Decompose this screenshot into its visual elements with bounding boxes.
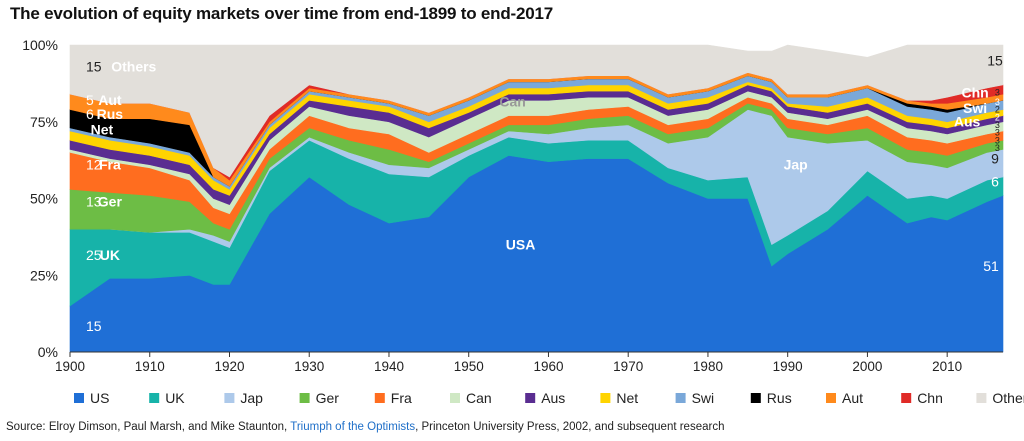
legend-label-aus: Aus [541,390,565,406]
end-value-label: 2 [995,105,1000,115]
legend-swatch-net [600,393,611,403]
series-name-label: UK [100,247,120,263]
legend-label-us: US [90,390,109,406]
start-value-label: 25 [86,247,102,263]
series-name-label: Net [91,121,114,137]
source-text: Source: Elroy Dimson, Paul Marsh, and Mi… [6,421,291,433]
legend-label-rus: Rus [767,390,792,406]
legend-swatch-swi [675,393,686,403]
x-tick-label: 1920 [214,359,244,374]
legend-swatch-chn [901,393,912,403]
series-name-label: USA [506,236,536,252]
area-others [69,44,1004,178]
end-value-label: 3 [995,135,1000,145]
x-tick-label: 1990 [773,359,803,374]
legend-swatch-ger [299,393,310,403]
legend: US UK Jap Ger Fra Can Aus Net Swi Rus Aut Chn Others [74,390,1024,406]
x-tick-label: 1940 [374,359,404,374]
legend-label-uk: UK [165,390,185,406]
end-value-label: 3 [995,88,1000,98]
legend-swatch-others [976,393,987,403]
series-name-label: Ger [98,193,123,209]
series-name-label: Rus [97,106,124,122]
end-value-label: 3 [995,97,1000,107]
legend-label-can: Can [466,390,492,406]
legend-swatch-can [450,393,460,403]
legend-swatch-fra [374,393,385,403]
legend-swatch-us [74,393,84,403]
x-tick-label: 2010 [932,359,962,374]
legend-label-others: Others [992,390,1024,406]
x-tick-label: 1900 [55,359,85,374]
series-name-label: Can [499,94,525,110]
chart-title: The evolution of equity markets over tim… [10,4,554,23]
x-tick-label: 2000 [852,359,882,374]
legend-label-ger: Ger [316,390,340,406]
end-value-label: 6 [991,174,999,190]
start-value-label: 12 [86,157,102,173]
series-name-label: Swi [963,100,987,116]
end-value-label: 2 [995,112,1000,122]
end-value-label: 3 [995,128,1000,138]
source-book-link[interactable]: Triumph of the Optimists [290,421,416,433]
end-value-label: 3 [995,143,1000,153]
start-value-label: 5 [86,92,94,108]
start-value-label: 6 [86,106,94,122]
axes-group: 1900 1910 1920 1930 1940 1950 1960 1970 1980 1990… [22,37,1003,374]
legend-swatch-aus [525,393,536,403]
x-tick-label: 1970 [613,359,643,374]
series-name-label: Jap [784,157,808,173]
legend-swatch-uk [149,393,160,403]
legend-label-jap: Jap [240,390,263,406]
x-tick-label: 1930 [294,359,324,374]
x-tick-label: 1960 [533,359,563,374]
series-name-label: Others [111,58,156,74]
legend-label-net: Net [616,390,638,406]
legend-swatch-jap [224,393,235,403]
legend-label-aut: Aut [842,390,863,406]
end-value-label: 15 [987,52,1003,68]
legend-label-chn: Chn [917,390,943,406]
end-value-label: 51 [983,258,999,274]
series-name-label: Aut [98,92,122,108]
start-value-label: 13 [86,193,102,209]
legend-label-fra: Fra [391,390,412,406]
y-tick-label: 75% [30,114,58,130]
y-tick-label: 100% [22,37,58,53]
source-text-end: , Princeton University Press, 2002, and … [415,421,725,433]
y-tick-label: 25% [30,267,58,283]
x-tick-label: 1950 [454,359,484,374]
x-tick-label: 1910 [135,359,165,374]
start-value-label: 15 [86,318,102,334]
series-name-label: Fra [99,157,121,173]
y-tick-label: 50% [30,191,58,207]
legend-swatch-rus [750,393,761,403]
legend-label-swi: Swi [692,390,715,406]
series-name-label: Chn [961,84,988,100]
area-series-group [69,44,1004,353]
y-tick-label: 0% [38,344,58,360]
start-value-label: 15 [86,58,102,74]
x-tick-label: 1980 [693,359,723,374]
legend-swatch-aut [826,393,836,403]
source-note: Source: Elroy Dimson, Paul Marsh, and Mi… [6,421,724,433]
series-name-label: Aus [954,114,981,130]
end-value-label: 9 [991,150,999,166]
end-value-label: 3 [995,120,1000,130]
